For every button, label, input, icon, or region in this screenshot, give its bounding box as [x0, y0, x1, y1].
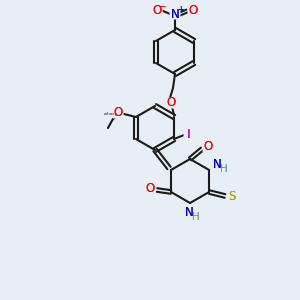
Text: I: I [187, 128, 191, 140]
Text: O: O [203, 140, 213, 154]
FancyBboxPatch shape [202, 142, 214, 152]
FancyBboxPatch shape [112, 107, 123, 118]
FancyBboxPatch shape [226, 190, 238, 202]
Text: O: O [188, 4, 198, 16]
Text: N: N [213, 158, 221, 172]
Text: S: S [228, 190, 236, 202]
Text: I: I [187, 128, 191, 140]
Text: N: N [171, 8, 179, 20]
Text: O: O [113, 106, 123, 119]
Text: N: N [213, 158, 221, 172]
Text: O: O [188, 4, 198, 16]
Text: O: O [152, 4, 162, 16]
Text: O: O [146, 182, 154, 196]
Text: N: N [185, 206, 194, 218]
FancyBboxPatch shape [166, 98, 176, 109]
Text: ethoxy: ethoxy [104, 112, 118, 116]
Text: O: O [146, 182, 154, 196]
Text: O: O [167, 97, 176, 110]
Text: H: H [192, 212, 200, 222]
Text: O: O [113, 106, 123, 119]
FancyBboxPatch shape [169, 8, 181, 20]
Text: +: + [177, 5, 183, 14]
Text: N: N [171, 8, 179, 20]
Text: N: N [185, 206, 194, 218]
Text: O: O [203, 140, 213, 154]
FancyBboxPatch shape [188, 4, 199, 16]
FancyBboxPatch shape [145, 184, 155, 194]
Text: O: O [152, 4, 162, 16]
FancyBboxPatch shape [184, 128, 195, 140]
Text: −: − [158, 2, 166, 10]
Text: S: S [228, 190, 236, 202]
FancyBboxPatch shape [152, 4, 163, 16]
Text: H: H [220, 164, 228, 174]
Text: O: O [167, 97, 176, 110]
Text: H: H [220, 164, 228, 174]
Text: H: H [192, 212, 200, 222]
Text: −: − [158, 2, 166, 10]
Text: +: + [177, 5, 183, 14]
